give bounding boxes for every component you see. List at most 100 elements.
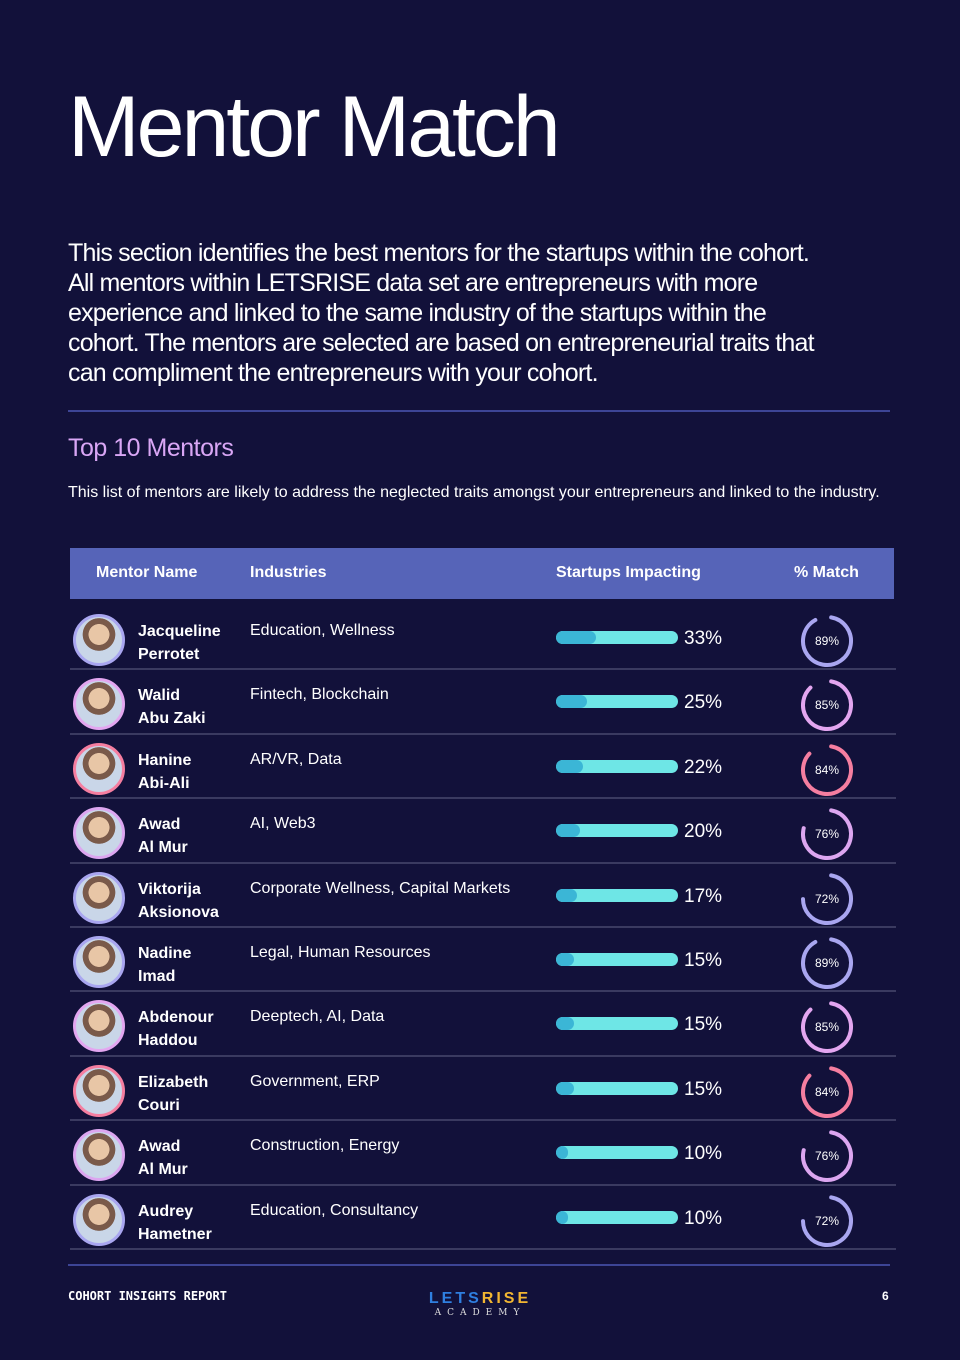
table-row: Jacqueline Perrotet Education, Wellness … <box>70 606 896 671</box>
avatar <box>73 1193 125 1246</box>
impact-bar <box>556 759 678 773</box>
first-name: Jacqueline <box>138 623 221 640</box>
impact-bar-fill <box>556 888 577 902</box>
match-ring-arc <box>801 1065 853 1118</box>
match-percent: 89% <box>814 634 840 648</box>
table-row: Hanine Abi-Ali AR/VR, Data 22% 84% <box>70 735 896 800</box>
industries: Construction, Energy <box>250 1137 400 1155</box>
impact-bar <box>556 952 678 966</box>
page-title: Mentor Match <box>68 79 561 175</box>
match-ring-arc <box>801 615 853 667</box>
first-name: Elizabeth <box>138 1073 209 1091</box>
impact-bar <box>556 1210 678 1224</box>
match-ring: 89% <box>798 612 856 670</box>
industries: Legal, Human Resources <box>250 943 431 961</box>
first-name: Nadine <box>138 944 192 962</box>
logo-academy: ACADEMY <box>434 1308 526 1318</box>
match-ring: 85% <box>798 998 856 1056</box>
match-percent: 76% <box>814 1149 840 1164</box>
mentor-name: Hanine Abi-Ali <box>138 749 191 795</box>
impact-percent: 33% <box>684 628 723 649</box>
footer-divider <box>68 1264 890 1266</box>
impact-percent: 22% <box>684 756 723 778</box>
match-ring-arc <box>801 1194 853 1247</box>
match-ring-arc <box>801 679 853 732</box>
first-name: Hanine <box>138 751 192 769</box>
avatar <box>73 742 125 795</box>
avatar <box>73 1000 125 1053</box>
avatar <box>73 614 125 666</box>
industries: AR/VR, Data <box>250 750 342 768</box>
industries: Deeptech, AI, Data <box>250 1008 385 1026</box>
match-percent: 72% <box>814 891 840 906</box>
last-name: Haddou <box>138 1032 198 1050</box>
last-name: Abi-Ali <box>138 774 190 792</box>
last-name: Hametner <box>138 1225 212 1243</box>
impact-bar-fill <box>556 824 581 838</box>
match-ring: 76% <box>798 805 856 863</box>
footer-report-title: COHORT INSIGHTS REPORT <box>68 1289 227 1303</box>
impact-percent: 10% <box>684 1207 723 1229</box>
impact-bar <box>556 1081 678 1095</box>
impact-bar-fill <box>556 1017 575 1031</box>
industries: Government, ERP <box>250 1072 380 1090</box>
match-ring: 85% <box>798 676 856 734</box>
mentor-name: Elizabeth Couri <box>138 1071 208 1117</box>
match-ring-arc <box>801 1001 853 1054</box>
last-name: Al Mur <box>138 1161 188 1179</box>
last-name: Abu Zaki <box>138 710 206 728</box>
match-percent: 89% <box>814 955 840 970</box>
match-percent: 85% <box>814 1020 840 1035</box>
match-percent: 84% <box>814 1084 840 1099</box>
mentor-name: Awad Al Mur <box>138 1135 188 1181</box>
table-row: Walid Abu Zaki Fintech, Blockchain 25% 8… <box>70 670 896 735</box>
impact-percent: 15% <box>684 949 723 971</box>
first-name: Viktorija <box>138 880 201 898</box>
first-name: Walid <box>138 687 181 705</box>
header-match: % Match <box>794 564 859 581</box>
last-name: Perrotet <box>138 646 200 663</box>
first-name: Awad <box>138 1138 181 1156</box>
header-startups-impacting: Startups Impacting <box>556 564 701 581</box>
table-row: Audrey Hametner Education, Consultancy 1… <box>70 1186 896 1250</box>
industries: Education, Consultancy <box>250 1201 419 1219</box>
match-percent: 84% <box>814 762 840 777</box>
match-percent: 72% <box>814 1213 840 1228</box>
page-number: 6 <box>882 1289 889 1303</box>
mentor-name: Viktorija Aksionova <box>138 878 219 924</box>
mentor-name: Nadine Imad <box>138 942 191 988</box>
impact-bar-fill <box>556 952 575 966</box>
impact-percent: 25% <box>684 692 723 714</box>
match-ring: 72% <box>798 1192 856 1250</box>
impact-bar <box>556 695 678 709</box>
match-percent: 76% <box>814 827 840 842</box>
impact-percent: 15% <box>684 1014 723 1036</box>
impact-bar-fill <box>556 759 583 773</box>
mentor-name: Audrey Hametner <box>138 1200 212 1246</box>
table-header: Mentor Name Industries Startups Impactin… <box>70 548 894 599</box>
table-row: Nadine Imad Legal, Human Resources 15% 8… <box>70 928 896 993</box>
impact-bar-fill <box>556 1146 569 1160</box>
impact-percent: 15% <box>684 1078 723 1100</box>
avatar <box>73 1064 125 1117</box>
match-ring: 84% <box>798 741 856 799</box>
intro-paragraph: This section identifies the best mentors… <box>68 239 815 387</box>
table-row: Awad Al Mur Construction, Energy 10% 76% <box>70 1121 896 1186</box>
match-ring: 84% <box>798 1063 856 1121</box>
logo-rise: RISE <box>481 1290 532 1307</box>
avatar <box>73 807 125 860</box>
mentor-table: Jacqueline Perrotet Education, Wellness … <box>70 606 896 1250</box>
divider <box>68 410 890 412</box>
industries: AI, Web3 <box>250 815 316 833</box>
header-industries: Industries <box>250 564 327 581</box>
match-ring: 89% <box>798 934 856 992</box>
impact-percent: 17% <box>684 885 723 907</box>
section-title: Top 10 Mentors <box>68 434 234 462</box>
impact-bar <box>556 1017 678 1031</box>
last-name: Al Mur <box>138 839 188 857</box>
avatar <box>73 935 125 988</box>
last-name: Imad <box>138 967 176 985</box>
match-ring: 76% <box>798 1127 856 1185</box>
avatar <box>73 678 125 731</box>
avatar <box>73 1129 125 1182</box>
